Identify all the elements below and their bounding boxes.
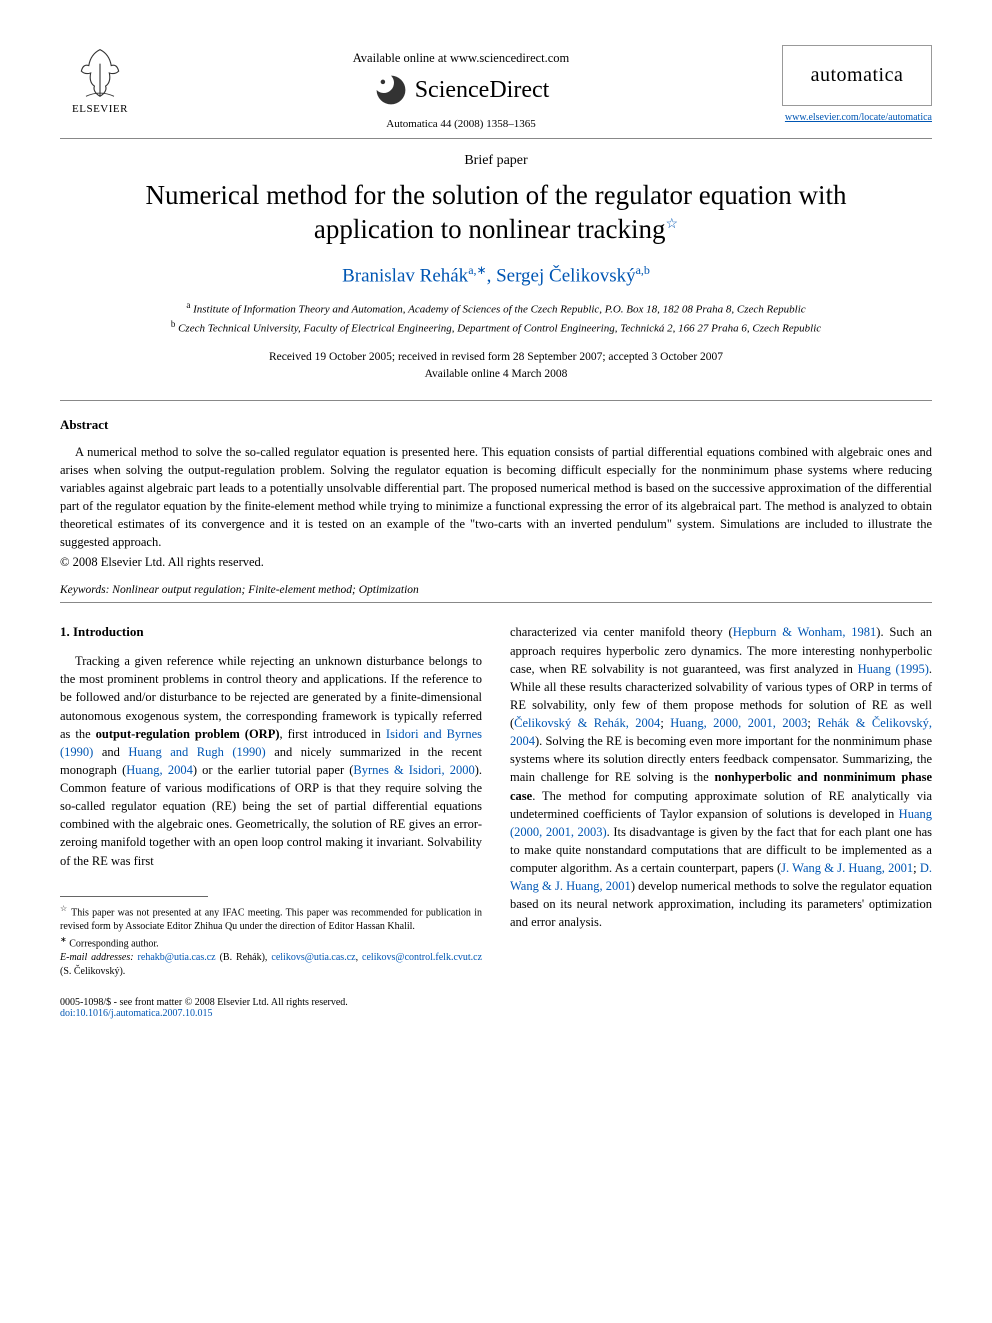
- asterisk-mark: ∗: [60, 935, 67, 944]
- footer-left: 0005-1098/$ - see front matter © 2008 El…: [60, 997, 348, 1019]
- footnote-corr-text: Corresponding author.: [69, 938, 158, 949]
- footnote-rule: [60, 896, 208, 897]
- history-dates: Received 19 October 2005; received in re…: [60, 349, 932, 384]
- affiliation-a: a Institute of Information Theory and Au…: [60, 299, 932, 318]
- affil-mark: a: [186, 300, 190, 310]
- pre-abstract-rule: [60, 400, 932, 401]
- column-2: characterized via center manifold theory…: [510, 623, 932, 931]
- intro-para-col1: Tracking a given reference while rejecti…: [60, 652, 482, 870]
- affiliations: a Institute of Information Theory and Au…: [60, 299, 932, 337]
- available-online-text: Available online at www.sciencedirect.co…: [140, 51, 782, 66]
- footnote-corresponding: ∗ Corresponding author.: [60, 934, 482, 951]
- title-text: Numerical method for the solution of the…: [145, 180, 846, 244]
- dates-line-2: Available online 4 March 2008: [60, 366, 932, 383]
- post-keywords-rule: [60, 602, 932, 603]
- affil-mark: b: [171, 319, 176, 329]
- column-1: 1. Introduction Tracking a given referen…: [60, 623, 482, 979]
- publisher-logo-block: ELSEVIER: [60, 45, 140, 115]
- footnote-star-text: This paper was not presented at any IFAC…: [60, 907, 482, 932]
- title-footnote-mark: ☆: [666, 217, 679, 232]
- platform-name: ScienceDirect: [415, 77, 550, 104]
- sciencedirect-swirl-icon: [373, 72, 409, 108]
- dates-line-1: Received 19 October 2005; received in re…: [60, 349, 932, 366]
- journal-name: automatica: [793, 64, 921, 87]
- affil-text: Czech Technical University, Faculty of E…: [178, 323, 821, 335]
- footnote-star: ☆ This paper was not presented at any IF…: [60, 903, 482, 934]
- header-center: Available online at www.sciencedirect.co…: [140, 45, 782, 130]
- paper-title: Numerical method for the solution of the…: [60, 179, 932, 247]
- journal-url-link[interactable]: www.elsevier.com/locate/automatica: [782, 112, 932, 123]
- affiliation-b: b Czech Technical University, Faculty of…: [60, 318, 932, 337]
- paper-type: Brief paper: [60, 153, 932, 169]
- header-rule: [60, 138, 932, 139]
- abstract-text: A numerical method to solve the so-calle…: [60, 443, 932, 552]
- intro-para-col2: characterized via center manifold theory…: [510, 623, 932, 931]
- email-link-1[interactable]: rehakb@utia.cas.cz: [138, 952, 216, 963]
- keywords-label: Keywords:: [60, 584, 109, 596]
- doi-link[interactable]: doi:10.1016/j.automatica.2007.10.015: [60, 1008, 212, 1019]
- footnotes: ☆ This paper was not presented at any IF…: [60, 903, 482, 980]
- star-mark: ☆: [60, 904, 68, 913]
- journal-block-wrap: automatica www.elsevier.com/locate/autom…: [782, 45, 932, 123]
- affil-text: Institute of Information Theory and Auto…: [193, 303, 806, 315]
- elsevier-tree-icon: [72, 45, 128, 101]
- footnote-emails: E-mail addresses: rehakb@utia.cas.cz (B.…: [60, 951, 482, 979]
- email-link-2[interactable]: celikovs@utia.cas.cz: [271, 952, 355, 963]
- publisher-name: ELSEVIER: [72, 103, 128, 115]
- keywords-text: Nonlinear output regulation; Finite-elem…: [112, 584, 419, 596]
- footer-copyright: 0005-1098/$ - see front matter © 2008 El…: [60, 997, 348, 1008]
- journal-box: automatica: [782, 45, 932, 106]
- platform-logo: ScienceDirect: [140, 72, 782, 108]
- copyright-line: © 2008 Elsevier Ltd. All rights reserved…: [60, 555, 932, 570]
- page-footer: 0005-1098/$ - see front matter © 2008 El…: [60, 997, 932, 1019]
- page-header: ELSEVIER Available online at www.science…: [60, 45, 932, 130]
- authors: Branislav Reháka,∗, Sergej Čelikovskýa,b: [60, 263, 932, 287]
- emails-label: E-mail addresses:: [60, 952, 134, 963]
- abstract-heading: Abstract: [60, 417, 932, 433]
- email-link-3[interactable]: celikovs@control.felk.cvut.cz: [362, 952, 482, 963]
- keywords: Keywords: Nonlinear output regulation; F…: [60, 584, 932, 596]
- citation-line: Automatica 44 (2008) 1358–1365: [140, 118, 782, 130]
- body-columns: 1. Introduction Tracking a given referen…: [60, 623, 932, 979]
- section-heading: 1. Introduction: [60, 623, 482, 642]
- email-name-3: (S. Čelikovský).: [60, 966, 125, 977]
- email-name-1: (B. Rehák),: [220, 952, 268, 963]
